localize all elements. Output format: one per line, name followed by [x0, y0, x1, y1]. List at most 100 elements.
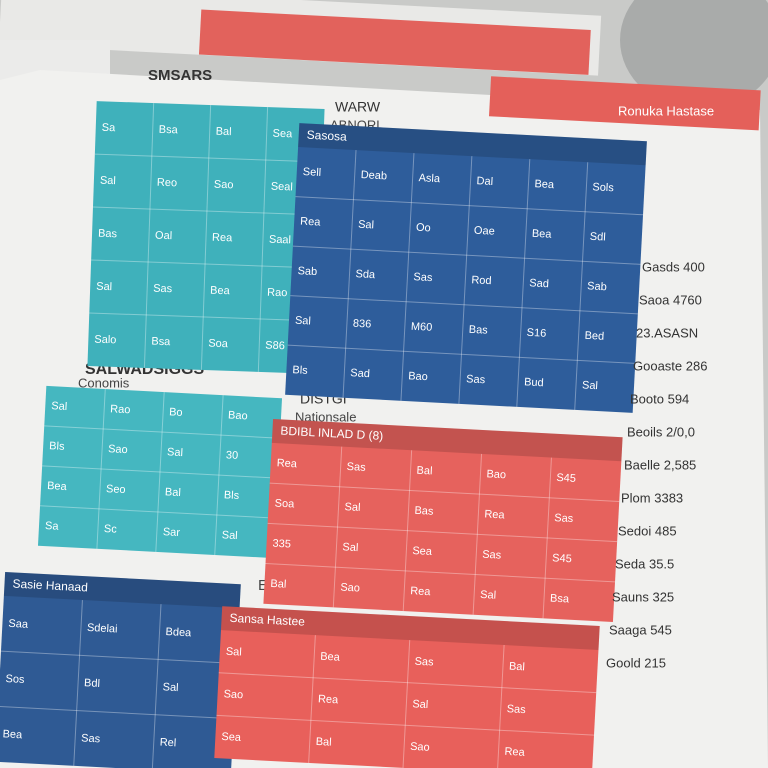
- table-cell: S86: [265, 340, 285, 353]
- table-cell: Rel: [159, 737, 176, 750]
- table-cell: Sao: [223, 688, 243, 701]
- table-header-bg: [220, 606, 600, 650]
- table-cell: Bas: [414, 505, 434, 518]
- table-cell: Reo: [157, 177, 178, 190]
- table-cell: Sa: [102, 122, 117, 134]
- grid-line: [96, 388, 106, 549]
- table-cell: Rea: [410, 585, 432, 598]
- grid-line: [200, 105, 212, 370]
- table-cell: 30: [226, 449, 239, 462]
- grid-line: [218, 672, 597, 694]
- table-cell: Bal: [165, 486, 182, 499]
- table-cell: Saa: [8, 618, 29, 631]
- grid-line: [0, 705, 234, 720]
- grid-line: [516, 159, 531, 407]
- subtitle: Nationsale: [295, 409, 356, 424]
- table-cell: Bao: [486, 468, 506, 481]
- side-item: Sauns 325: [612, 589, 674, 604]
- table-cell: Sal: [358, 219, 375, 232]
- table-cell: Oal: [155, 230, 173, 243]
- grid-line: [0, 650, 237, 665]
- table-cell: Sa: [45, 520, 60, 533]
- table-cell: Bal: [215, 126, 231, 139]
- table-cell: Sad: [529, 277, 549, 290]
- grid-line: [402, 450, 413, 612]
- grid-line: [402, 640, 411, 768]
- table-cell: Soa: [208, 338, 229, 351]
- table-cell: Sas: [482, 549, 502, 562]
- table-cell: Rea: [212, 232, 233, 245]
- grid-line: [151, 604, 162, 768]
- table-cell: Bls: [292, 364, 308, 377]
- table-cell: Sdl: [589, 231, 606, 244]
- table-header: Sasosa: [306, 128, 347, 144]
- side-item: 23.ASASN: [636, 325, 698, 340]
- table-cell: Sao: [410, 741, 430, 754]
- table-cell: Dal: [476, 175, 493, 188]
- table-cell: Sas: [413, 271, 433, 284]
- table-cell: Bdl: [84, 677, 101, 690]
- table-header: Sasie Hanaad: [12, 577, 88, 595]
- table-cell: Sal: [344, 501, 361, 514]
- table-cell: Bea: [532, 228, 553, 241]
- table-cell: 836: [353, 318, 372, 331]
- table-bg: [263, 418, 623, 623]
- table-cell: Sao: [214, 179, 234, 192]
- table-cell: Rea: [504, 746, 526, 759]
- title: SMSARS: [148, 67, 212, 84]
- side-item: Seda 35.5: [615, 556, 674, 571]
- grid-line: [458, 156, 473, 404]
- table-cell: Deab: [360, 169, 387, 182]
- table-cell: Bed: [584, 330, 604, 343]
- grid-line: [143, 103, 155, 368]
- table-cell: Bas: [98, 228, 118, 241]
- table-cell: Oo: [416, 222, 431, 235]
- table-bg: [37, 385, 283, 559]
- grid-line: [574, 162, 589, 410]
- table-cell: Seo: [106, 483, 126, 496]
- table-cell: Sea: [272, 128, 293, 141]
- table-cell: Sas: [81, 732, 101, 745]
- grid-line: [472, 453, 483, 615]
- table-cell: Bls: [224, 489, 240, 502]
- table-cell: Bea: [47, 480, 68, 493]
- table-cell: Rea: [276, 457, 298, 470]
- table-cell: Sal: [295, 315, 312, 328]
- table-cell: Sdelai: [87, 622, 118, 636]
- table-cell: Sal: [582, 379, 599, 392]
- table-cell: Asla: [418, 172, 441, 185]
- table-cell: Bao: [228, 409, 248, 422]
- side-item: Sedoi 485: [618, 523, 677, 538]
- table-cell: Sal: [226, 646, 243, 659]
- grid-line: [267, 522, 618, 543]
- grid-line: [73, 600, 83, 766]
- table-header-bg: [271, 418, 623, 462]
- grid-line: [44, 425, 280, 439]
- table-cell: Sos: [5, 673, 25, 686]
- table-header: Sansa Hastee: [229, 611, 305, 629]
- table-cell: Sas: [346, 461, 366, 474]
- grid-line: [257, 107, 269, 372]
- metal-object: [620, 0, 768, 110]
- table-cell: Bea: [320, 651, 341, 664]
- table-cell: Saal: [269, 234, 291, 247]
- table-cell: Sal: [162, 681, 179, 694]
- grid-line: [155, 392, 165, 552]
- table-cell: Salo: [94, 334, 116, 347]
- table-cell: Soa: [274, 497, 295, 510]
- table-cell: Bea: [2, 728, 23, 741]
- grid-line: [42, 465, 278, 479]
- table-cell: Bo: [169, 406, 183, 419]
- grid-line: [216, 714, 595, 736]
- table-cell: S16: [526, 327, 546, 340]
- table-cell: Rea: [300, 216, 322, 229]
- table-cell: Sal: [100, 175, 116, 188]
- grid-line: [295, 196, 644, 216]
- table-cell: Sea: [221, 731, 242, 744]
- grid-line: [89, 312, 318, 322]
- grid-line: [542, 457, 552, 619]
- grid-line: [94, 153, 323, 163]
- table-bg: [0, 571, 241, 768]
- table-cell: S45: [556, 472, 576, 485]
